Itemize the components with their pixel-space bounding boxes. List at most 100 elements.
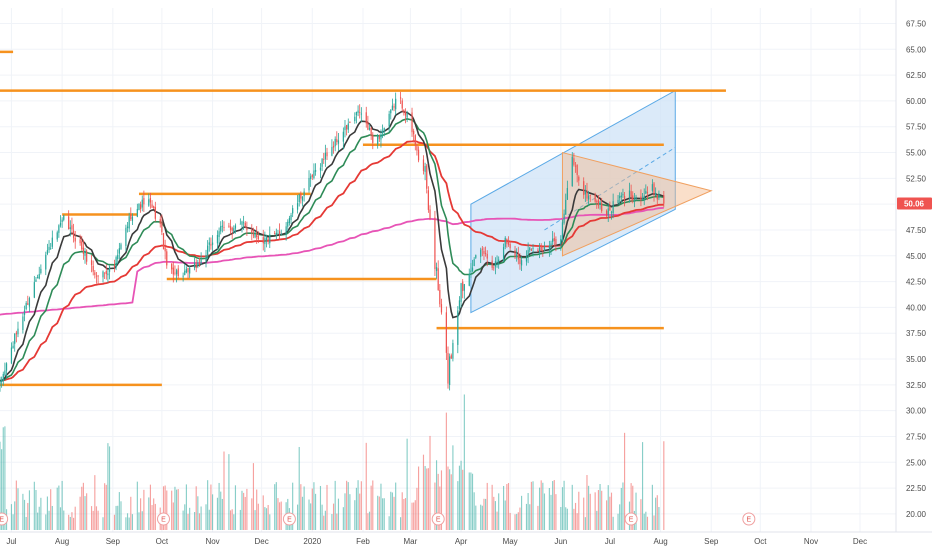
candle-body	[484, 253, 487, 254]
candle-body	[233, 228, 235, 233]
candle-body	[597, 199, 600, 206]
candle-body	[514, 250, 516, 257]
volume-bar	[645, 511, 647, 530]
candle-body	[658, 193, 660, 199]
y-tick-label: 62.50	[906, 71, 927, 80]
candle-body	[368, 127, 371, 130]
candle-body	[257, 236, 259, 240]
volume-bar	[462, 469, 464, 530]
volume-bar	[643, 513, 645, 530]
candle-body	[426, 165, 428, 189]
volume-bar	[382, 498, 384, 530]
volume-bar	[15, 480, 17, 530]
price-axis[interactable]: 67.5065.0062.5060.0057.5055.0052.5050.00…	[895, 0, 927, 532]
volume-bar	[517, 512, 519, 530]
candle-body	[265, 237, 268, 241]
candle-body	[126, 226, 129, 228]
volume-bar	[40, 497, 42, 530]
x-tick-label: Jun	[554, 537, 567, 546]
candle-body	[427, 190, 429, 210]
candle-body	[72, 230, 75, 238]
volume-bar	[193, 512, 196, 530]
volume-bar	[151, 505, 153, 530]
candle-body	[267, 238, 269, 242]
volume-bar	[257, 503, 259, 530]
candle-body	[550, 243, 552, 248]
volume-bar	[279, 502, 281, 530]
channel-midline	[544, 146, 676, 231]
candle-body	[141, 199, 143, 208]
candle-body	[319, 167, 322, 171]
candle-body	[140, 204, 142, 210]
candle-body	[493, 267, 495, 269]
candle-body	[588, 195, 590, 200]
x-tick-label: Jul	[605, 537, 615, 546]
volume-bar	[28, 490, 31, 530]
candle-body	[166, 251, 168, 266]
volume-bar	[267, 504, 269, 530]
volume-bar	[447, 466, 449, 530]
candle-body	[218, 231, 220, 237]
volume-bar	[470, 472, 472, 530]
volume-bar	[234, 485, 237, 530]
volume-bar	[97, 510, 99, 530]
y-tick-label: 32.50	[906, 381, 927, 390]
volume-bar	[359, 493, 361, 530]
volume-bar	[346, 480, 348, 530]
candle-body	[221, 225, 223, 227]
volume-bar	[56, 487, 58, 530]
volume-bar	[71, 512, 73, 530]
candle-body	[355, 111, 358, 116]
earnings-marker-icon	[431, 512, 445, 526]
volume-bar	[171, 490, 173, 530]
volume-bar	[599, 484, 601, 530]
volume-bar	[79, 496, 81, 530]
volume-bar	[411, 502, 413, 530]
candle-body	[509, 244, 511, 249]
candle-body	[136, 208, 138, 217]
volume-bar	[4, 426, 6, 530]
volume-bar	[205, 504, 207, 530]
volume-bar	[485, 498, 487, 530]
ma-slow-line	[0, 140, 664, 382]
volume-bar	[422, 454, 425, 530]
volume-bar	[426, 468, 428, 530]
volume-bar	[434, 482, 436, 530]
y-tick-label: 45.00	[906, 252, 927, 261]
y-tick-label: 37.50	[906, 329, 927, 338]
candle-body	[365, 112, 367, 124]
candle-body	[388, 113, 390, 127]
y-tick-label: 35.00	[906, 355, 927, 364]
candle-body	[148, 199, 150, 206]
candle-body	[520, 260, 523, 266]
candle-body	[635, 196, 637, 200]
candle-body	[274, 233, 276, 235]
candle-body	[440, 304, 443, 313]
candle-body	[475, 255, 477, 258]
earnings-marker-label: E	[747, 517, 752, 524]
price-badge-label: 50.06	[904, 200, 925, 209]
volume-bar	[395, 482, 397, 530]
volume-bar	[480, 504, 482, 530]
volume-bar	[220, 491, 222, 530]
volume-bar	[538, 487, 541, 530]
candle-body	[543, 247, 546, 250]
volume-bar	[37, 512, 39, 530]
volume-bar	[622, 482, 624, 530]
volume-bar	[516, 513, 518, 530]
candle-body	[324, 152, 326, 160]
volume-bar	[243, 492, 245, 530]
volume-bar	[229, 510, 232, 530]
volume-bar	[153, 498, 155, 530]
volume-bar	[530, 481, 532, 530]
volume-bar	[509, 512, 511, 530]
candle-body	[462, 281, 464, 292]
volume-bar	[130, 496, 132, 530]
volume-bar	[437, 473, 439, 530]
candle-body	[287, 221, 289, 227]
volume-bar	[610, 492, 613, 530]
candle-body	[617, 199, 619, 204]
volume-bar	[84, 496, 86, 530]
time-axis[interactable]: Jul Aug Sep Oct Nov Dec 2020 Feb Mar Apr May Jun Jul…	[0, 531, 932, 546]
